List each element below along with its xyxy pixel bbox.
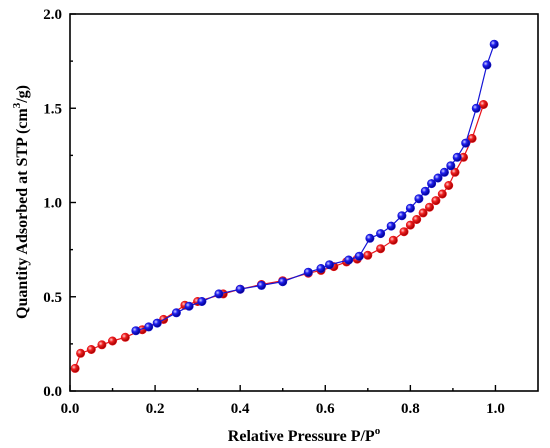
adsorption-point — [108, 336, 118, 346]
adsorption-point — [418, 208, 428, 218]
y-axis-title: Quantity Adsorbed at STP (cm3/g) — [11, 85, 31, 319]
adsorption-point — [450, 167, 460, 177]
desorption-point — [439, 167, 449, 177]
y-tick-label: 1.0 — [43, 196, 62, 212]
desorption-point — [420, 186, 430, 196]
adsorption-point — [405, 220, 415, 230]
x-axis-title: Relative Pressure P/Po — [228, 425, 381, 445]
adsorption-point — [412, 215, 422, 225]
adsorption-point — [444, 181, 454, 191]
desorption-point — [316, 263, 326, 273]
desorption-point — [405, 203, 415, 213]
desorption-point — [324, 260, 334, 270]
adsorption-point — [388, 235, 398, 245]
desorption-series — [131, 39, 499, 336]
desorption-point — [489, 39, 499, 49]
desorption-point — [152, 318, 162, 328]
adsorption-point — [424, 202, 434, 212]
series-layer — [70, 39, 499, 373]
x-tick-label: 1.0 — [486, 401, 505, 417]
adsorption-point — [97, 340, 107, 350]
adsorption-point — [70, 363, 80, 373]
tick-layer: 0.0 0.2 0.4 0.6 0.8 1.0 0.0 0.5 1.0 1.5 2.0 — [43, 7, 505, 417]
desorption-point — [278, 277, 288, 287]
desorption-point — [256, 280, 266, 290]
desorption-point — [197, 296, 207, 306]
desorption-point — [144, 322, 154, 332]
adsorption-point — [437, 189, 447, 199]
desorption-point — [235, 284, 245, 294]
desorption-point — [471, 103, 481, 113]
x-tick-label: 0.8 — [401, 401, 420, 417]
desorption-point — [433, 173, 443, 183]
x-tick-label: 0.4 — [231, 401, 250, 417]
x-tick-label: 0.6 — [316, 401, 335, 417]
desorption-point — [386, 221, 396, 231]
desorption-point — [365, 233, 375, 243]
plot-frame — [69, 13, 539, 392]
desorption-point — [452, 152, 462, 162]
adsorption-point — [478, 100, 488, 110]
x-tick-label: 0.2 — [146, 401, 165, 417]
adsorption-point — [86, 344, 96, 354]
y-tick-label: 0.0 — [43, 384, 62, 400]
adsorption-point — [363, 250, 373, 260]
adsorption-point — [120, 332, 130, 342]
desorption-point — [482, 60, 492, 70]
y-tick-label: 2.0 — [43, 7, 62, 23]
desorption-point — [303, 267, 313, 277]
desorption-line — [135, 44, 495, 332]
desorption-point — [461, 138, 471, 148]
desorption-point — [184, 301, 194, 311]
adsorption-point — [467, 133, 477, 143]
desorption-point — [171, 308, 181, 318]
desorption-point — [414, 194, 424, 204]
adsorption-point — [376, 244, 386, 254]
y-tick-label: 0.5 — [43, 290, 62, 306]
adsorption-point — [431, 196, 441, 206]
x-tick-label: 0.0 — [61, 401, 80, 417]
adsorption-point — [76, 348, 86, 358]
desorption-point — [376, 229, 386, 239]
desorption-point — [344, 255, 354, 265]
desorption-point — [131, 326, 141, 336]
y-tick-label: 1.5 — [43, 101, 62, 117]
desorption-point — [214, 289, 224, 299]
desorption-point — [427, 179, 437, 189]
desorption-point — [446, 161, 456, 171]
desorption-point — [354, 251, 364, 261]
adsorption-point — [399, 227, 409, 237]
desorption-point — [397, 211, 407, 221]
